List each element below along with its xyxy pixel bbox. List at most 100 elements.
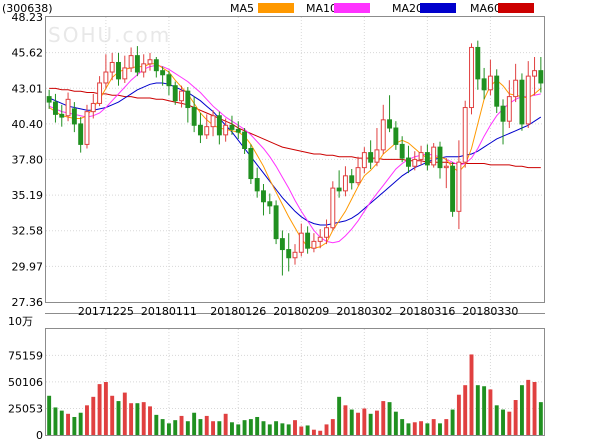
volume-bar bbox=[311, 429, 316, 435]
candle-body-up bbox=[462, 107, 468, 163]
candle-body-up bbox=[513, 79, 519, 98]
candle-body-up bbox=[109, 61, 115, 73]
volume-bar bbox=[59, 410, 64, 435]
candle bbox=[122, 55, 128, 83]
volume-bar bbox=[286, 424, 291, 435]
candle bbox=[248, 144, 254, 185]
volume-bar bbox=[343, 405, 348, 435]
candle bbox=[84, 104, 90, 149]
candle bbox=[368, 140, 374, 169]
volume-bar bbox=[280, 423, 285, 435]
candle bbox=[330, 181, 336, 231]
candle bbox=[166, 70, 172, 96]
candle bbox=[399, 136, 405, 163]
volume-bar bbox=[387, 402, 392, 435]
candle bbox=[191, 96, 197, 133]
date-tick-label: 20180316 bbox=[399, 305, 455, 318]
candle-body-down bbox=[336, 187, 342, 192]
candle bbox=[437, 141, 443, 179]
candle-body-up bbox=[65, 98, 71, 117]
volume-bar bbox=[305, 425, 310, 435]
date-tick-label: 20180302 bbox=[336, 305, 392, 318]
candle-body-down bbox=[286, 249, 292, 259]
candle bbox=[267, 193, 273, 215]
candle bbox=[273, 200, 279, 245]
candle bbox=[185, 87, 191, 123]
candle bbox=[406, 145, 411, 174]
candle-body-down bbox=[305, 232, 311, 249]
price-tick-label: 43.01 bbox=[12, 82, 44, 95]
candle bbox=[71, 102, 77, 133]
volume-bar bbox=[419, 421, 424, 435]
candle-body-up bbox=[469, 46, 474, 109]
date-tick-label: 20180111 bbox=[141, 305, 197, 318]
candle-body-down bbox=[172, 85, 178, 102]
candle-body-down bbox=[424, 152, 430, 166]
candle-body-down bbox=[46, 96, 52, 103]
volume-bar bbox=[223, 413, 228, 435]
candle bbox=[412, 151, 418, 171]
legend-label-ma10: MA10 bbox=[306, 2, 337, 15]
candle bbox=[456, 140, 462, 230]
candle-body-down bbox=[235, 128, 241, 133]
legend-swatch-ma60 bbox=[498, 3, 534, 13]
volume-bar bbox=[532, 382, 537, 435]
volume-bar bbox=[47, 395, 52, 435]
candle bbox=[141, 54, 147, 78]
candle-body-down bbox=[153, 59, 159, 72]
candle bbox=[242, 128, 248, 154]
candle-body-down bbox=[500, 105, 506, 122]
candle-body-down bbox=[71, 108, 77, 125]
legend-swatch-ma5 bbox=[258, 3, 294, 13]
candle bbox=[519, 73, 525, 131]
volume-bar bbox=[431, 419, 436, 435]
candle bbox=[342, 166, 348, 197]
candle bbox=[160, 66, 166, 86]
volume-bar bbox=[160, 419, 165, 435]
volume-bar bbox=[412, 422, 417, 435]
volume-bar bbox=[400, 419, 405, 435]
candle-body-up bbox=[311, 240, 317, 249]
candle bbox=[336, 170, 342, 198]
volume-bar bbox=[185, 421, 190, 435]
candle bbox=[103, 54, 109, 89]
legend-label-ma5: MA5 bbox=[230, 2, 254, 15]
candle bbox=[418, 145, 424, 165]
volume-bar bbox=[129, 403, 134, 435]
candle-body-up bbox=[355, 167, 361, 184]
candle bbox=[261, 184, 266, 216]
candle-body-down bbox=[399, 143, 405, 159]
candle-body-down bbox=[216, 115, 222, 136]
volume-bar bbox=[444, 419, 449, 435]
candle bbox=[254, 167, 260, 198]
candle bbox=[216, 111, 222, 145]
candle-body-down bbox=[197, 124, 203, 136]
volume-bar bbox=[173, 420, 178, 435]
candle-body-down bbox=[261, 190, 266, 203]
volume-bar bbox=[217, 421, 222, 435]
volume-unit-label: 10万 bbox=[8, 315, 33, 328]
candle-body-up bbox=[210, 115, 216, 128]
candle-body-up bbox=[532, 70, 537, 77]
price-tick-label: 32.58 bbox=[12, 225, 44, 238]
candle bbox=[469, 43, 474, 115]
volume-tick-label: 50106 bbox=[8, 376, 43, 389]
candle bbox=[481, 67, 487, 100]
candle-body-down bbox=[349, 175, 355, 184]
candle bbox=[305, 226, 311, 254]
price-panel-frame bbox=[45, 16, 545, 303]
candle bbox=[462, 100, 468, 168]
candle-body-up bbox=[487, 75, 493, 91]
candle bbox=[374, 128, 380, 167]
candle bbox=[349, 168, 355, 190]
candle bbox=[90, 93, 96, 119]
candle-body-up bbox=[412, 158, 418, 167]
volume-bar bbox=[456, 394, 461, 435]
candle bbox=[506, 80, 512, 129]
date-tick-label: 20180209 bbox=[273, 305, 329, 318]
candle bbox=[538, 57, 544, 93]
price-y-axis: 48.23 45.62 43.01 40.40 37.80 35.19 32.58 29.97… bbox=[12, 11, 44, 309]
volume-bar bbox=[267, 424, 272, 435]
price-tick-label: 29.97 bbox=[12, 260, 44, 273]
candle bbox=[317, 229, 323, 249]
